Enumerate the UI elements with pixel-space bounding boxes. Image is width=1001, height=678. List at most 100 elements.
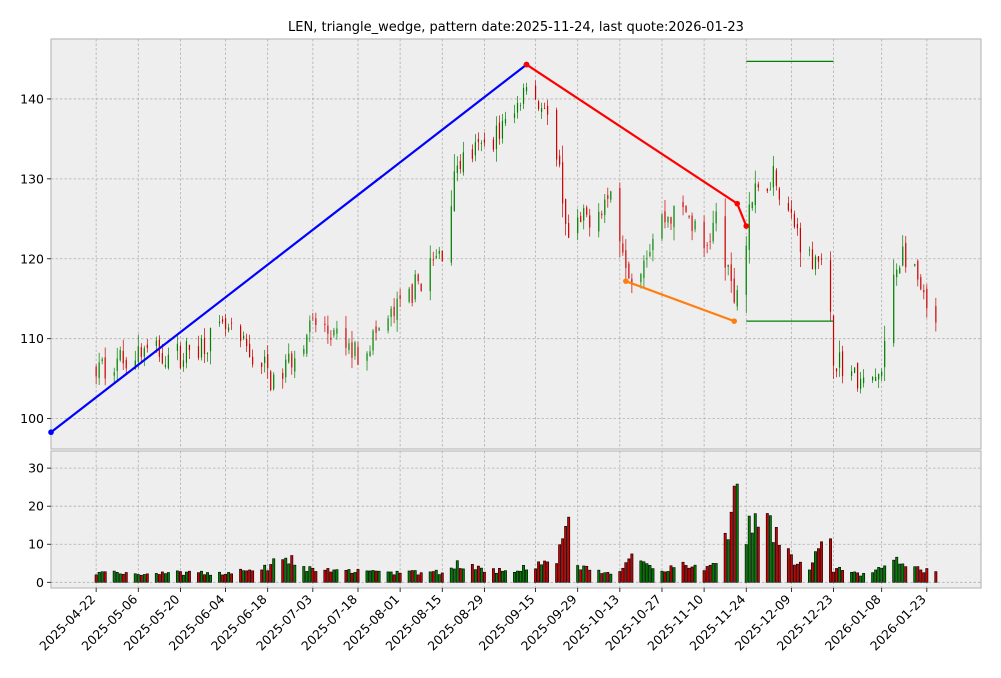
candle-body bbox=[860, 378, 862, 389]
pattern-point bbox=[743, 223, 750, 229]
candle-body bbox=[438, 250, 440, 254]
candle-body bbox=[312, 317, 314, 319]
candle-body bbox=[378, 328, 380, 331]
volume-bar bbox=[94, 574, 98, 583]
candle-body bbox=[221, 319, 224, 322]
volume-bar bbox=[166, 572, 170, 583]
volume-bar bbox=[768, 515, 772, 583]
volume-bar bbox=[395, 570, 399, 583]
volume-bar bbox=[145, 573, 149, 583]
candle-body bbox=[282, 372, 284, 379]
candle-body bbox=[646, 258, 648, 260]
candle-body bbox=[775, 170, 777, 186]
volume-bar bbox=[789, 554, 793, 583]
volume-bar bbox=[305, 571, 309, 583]
volume-bar bbox=[859, 575, 863, 583]
volume-bar bbox=[308, 566, 312, 583]
volume-bar bbox=[561, 538, 565, 583]
candle-body bbox=[568, 222, 570, 238]
volume-bar bbox=[452, 568, 456, 583]
candle-body bbox=[872, 376, 874, 381]
volume-bar bbox=[495, 572, 498, 583]
volume-bar bbox=[290, 555, 294, 583]
volume-bar bbox=[407, 570, 411, 583]
candle-body bbox=[95, 366, 97, 377]
volume-bar bbox=[479, 567, 483, 583]
candle-body bbox=[733, 278, 735, 303]
volume-plot-area bbox=[50, 450, 982, 589]
volume-bar bbox=[618, 571, 622, 583]
candle-body bbox=[206, 353, 209, 355]
candle-body bbox=[252, 356, 254, 365]
candle-body bbox=[884, 340, 886, 368]
volume-bar bbox=[344, 569, 348, 583]
volume-bar bbox=[705, 566, 709, 583]
candle-body bbox=[778, 188, 780, 200]
candle-body bbox=[291, 353, 293, 368]
candle-body bbox=[146, 344, 148, 348]
candle-body bbox=[610, 191, 612, 200]
volume-bar bbox=[428, 571, 432, 583]
volume-bar bbox=[817, 548, 820, 583]
volume-bar bbox=[660, 570, 664, 583]
candle-body bbox=[835, 368, 838, 372]
candle-body bbox=[664, 211, 666, 223]
candle-body bbox=[125, 359, 127, 369]
x-axis: 2025-04-222025-05-062025-05-202025-06-04… bbox=[36, 588, 929, 653]
candle-body bbox=[580, 216, 582, 223]
volume-bar bbox=[416, 574, 420, 583]
candle-body bbox=[811, 249, 814, 270]
candle-body bbox=[375, 326, 377, 333]
candle-body bbox=[182, 360, 185, 367]
volume-bar bbox=[461, 568, 465, 583]
volume-bar bbox=[398, 572, 402, 583]
volume-bar bbox=[248, 569, 252, 583]
volume-bar bbox=[323, 569, 327, 583]
candle-body bbox=[411, 284, 413, 303]
candle-body bbox=[161, 353, 163, 364]
volume-bar bbox=[735, 483, 739, 583]
pattern-point bbox=[623, 278, 629, 284]
volume-bar bbox=[771, 542, 775, 583]
volume-bar bbox=[302, 566, 306, 583]
candle-body bbox=[435, 255, 437, 258]
pattern-line bbox=[50, 63, 528, 434]
volume-bar bbox=[329, 571, 333, 583]
volume-bar bbox=[266, 570, 270, 583]
candle-body bbox=[878, 373, 880, 380]
candle-body bbox=[736, 290, 738, 307]
candle-body bbox=[450, 206, 452, 263]
volume-bar bbox=[832, 571, 835, 583]
candle-body bbox=[905, 242, 907, 268]
candle-body bbox=[522, 87, 525, 104]
candle-body bbox=[270, 371, 272, 391]
volume-bar bbox=[326, 568, 330, 583]
volume-bar bbox=[239, 568, 243, 583]
volume-bar bbox=[916, 566, 920, 583]
candle-body bbox=[164, 364, 166, 367]
volume-bar bbox=[744, 544, 748, 583]
candle-body bbox=[540, 108, 543, 112]
volume-bar bbox=[624, 562, 628, 583]
volume-bar bbox=[440, 572, 444, 583]
volume-bar bbox=[272, 558, 276, 583]
candle-body bbox=[631, 278, 633, 285]
candle-body bbox=[197, 346, 200, 359]
price-plot-area bbox=[50, 38, 982, 450]
volume-bar bbox=[311, 567, 315, 583]
volume-bar bbox=[540, 564, 544, 583]
volume-bar bbox=[188, 570, 191, 583]
volume-bar bbox=[347, 569, 351, 583]
volume-bar bbox=[458, 568, 462, 583]
volume-bar bbox=[371, 570, 375, 583]
volume-bar bbox=[476, 565, 480, 583]
candle-body bbox=[703, 221, 705, 249]
candle-body bbox=[408, 288, 410, 302]
candle-body bbox=[920, 277, 922, 290]
volume-bar bbox=[482, 571, 486, 583]
volume-bar bbox=[820, 541, 823, 583]
candle-body bbox=[294, 358, 296, 372]
volume-bar bbox=[919, 569, 923, 583]
candle-body bbox=[628, 263, 630, 279]
candle-body bbox=[525, 87, 528, 92]
